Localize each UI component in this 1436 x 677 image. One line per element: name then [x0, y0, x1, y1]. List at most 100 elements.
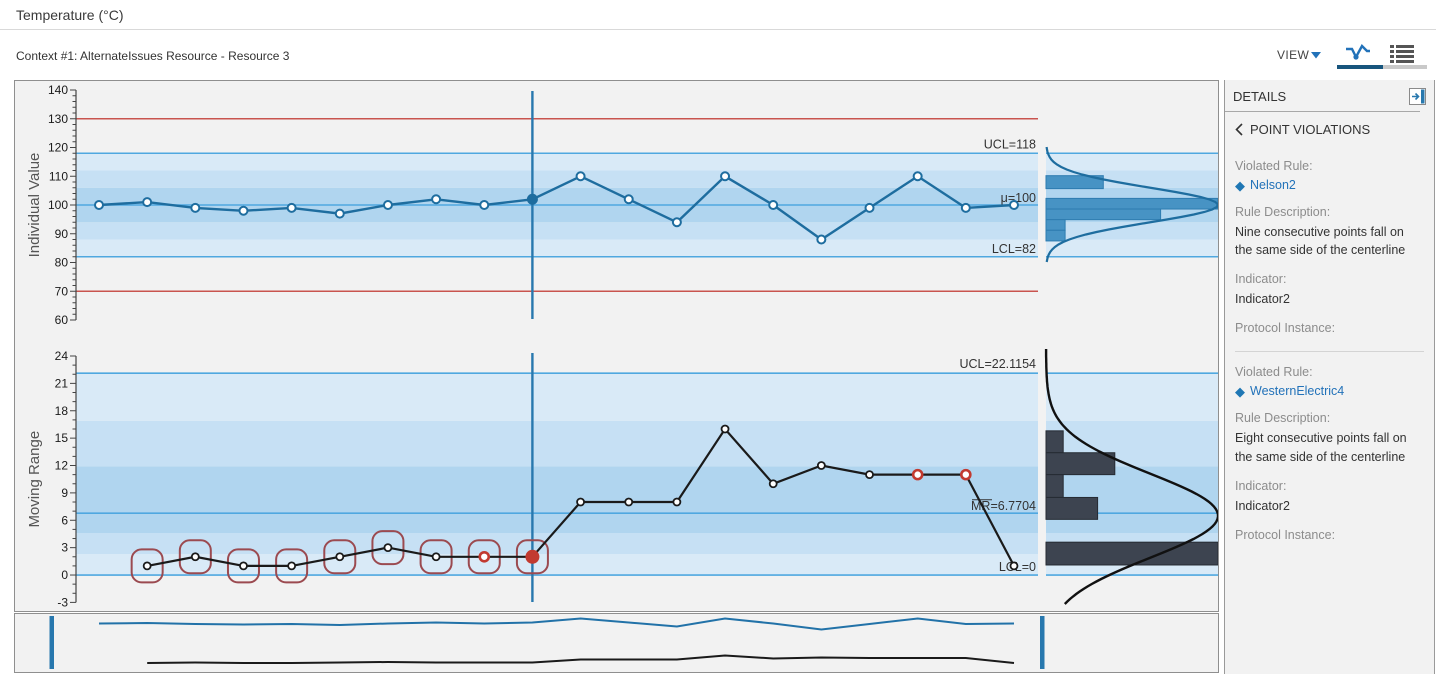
data-point[interactable]: [286, 202, 297, 213]
data-point[interactable]: [1008, 200, 1019, 210]
data-point[interactable]: [190, 202, 201, 213]
data-point[interactable]: [576, 497, 585, 507]
rule-description: Nine consecutive points fall on the same…: [1235, 225, 1406, 258]
data-point[interactable]: [960, 202, 971, 213]
active-view-underline: [1337, 65, 1383, 69]
rule-description-label: Rule Description:: [1235, 411, 1331, 426]
data-point[interactable]: [335, 552, 345, 562]
data-point[interactable]: [479, 200, 490, 210]
data-point[interactable]: [478, 550, 491, 563]
details-divider: [1225, 111, 1420, 112]
data-point[interactable]: [960, 468, 972, 481]
data-point[interactable]: [383, 543, 393, 553]
data-point[interactable]: [1009, 561, 1019, 571]
sigma-zone-band: [1046, 373, 1218, 421]
data-point[interactable]: [816, 461, 826, 470]
tick-label: 140: [48, 83, 68, 97]
data-point[interactable]: [720, 424, 730, 434]
rule-description-label: Rule Description:: [1235, 205, 1331, 219]
chart-view-button[interactable]: [1344, 42, 1372, 64]
sigma-zone-band: [76, 170, 1038, 188]
spc-chart-area[interactable]: UCL=118 μ=100 LCL=82 60 70 80 90 100 110 120 130 14…: [14, 80, 1220, 612]
data-point[interactable]: [768, 479, 778, 489]
histogram-bar: [1045, 208, 1162, 221]
data-point[interactable]: [768, 200, 779, 210]
sigma-zone-band: [76, 373, 1038, 421]
tick-label: 0: [61, 568, 68, 582]
navigator-svg[interactable]: [15, 614, 1218, 672]
sigma-zone-band: [76, 466, 1038, 534]
chart-navigator[interactable]: [14, 613, 1219, 673]
data-point[interactable]: [623, 194, 634, 205]
sigma-zone-band: [76, 153, 1038, 171]
sigma-zone-band: [76, 239, 1038, 257]
data-point[interactable]: [865, 470, 874, 480]
data-point[interactable]: [526, 193, 538, 205]
sigma-zone-band: [1046, 222, 1218, 240]
data-point[interactable]: [239, 561, 248, 571]
protocol-instance-label: Protocol Instance:: [1235, 321, 1336, 336]
data-point[interactable]: [864, 202, 875, 213]
ucl-label: UCL=118: [984, 137, 1036, 151]
violated-rule-label: Violated Rule:: [1235, 365, 1313, 380]
violation-box: [371, 530, 405, 566]
ucl-label: UCL=22.1154: [959, 357, 1036, 371]
tick-label: 80: [55, 256, 69, 270]
data-point[interactable]: [142, 197, 153, 208]
histogram-bar: [1045, 175, 1104, 190]
data-point[interactable]: [672, 497, 682, 507]
violation-card: Violated Rule: ◆ WesternElectric4 Rule D…: [1235, 365, 1424, 541]
histogram-bar: [1045, 229, 1066, 242]
data-point[interactable]: [94, 200, 104, 210]
nav-individuals-sparkline: [98, 617, 1015, 631]
nav-handle-left[interactable]: [49, 616, 55, 669]
data-point[interactable]: [525, 549, 540, 564]
control-chart-icon: [1346, 44, 1370, 60]
rule-link[interactable]: Nelson2: [1250, 178, 1296, 192]
histogram-bar: [1045, 541, 1219, 566]
y-axis-title: Moving Range: [26, 431, 43, 528]
tick-label: 9: [61, 486, 68, 500]
sigma-zone-band: [76, 533, 1038, 555]
data-line: [98, 174, 1015, 241]
chevron-down-icon[interactable]: [1311, 52, 1321, 59]
data-point[interactable]: [720, 171, 731, 182]
point-violations-title: POINT VIOLATIONS: [1250, 122, 1371, 137]
moving_range-chart: UCL=22.1154MR=6.7704LCL=0-30369121518212…: [26, 349, 1220, 609]
rule-link[interactable]: WesternElectric4: [1250, 384, 1345, 399]
data-point[interactable]: [382, 200, 393, 210]
data-point[interactable]: [575, 171, 586, 182]
violated-rule-label: Violated Rule:: [1235, 159, 1313, 173]
data-point[interactable]: [431, 194, 442, 205]
histogram-bar: [1045, 219, 1066, 231]
details-content: POINT VIOLATIONS Violated Rule: ◆ Nelson…: [1225, 112, 1434, 542]
histogram-bar: [1045, 496, 1099, 520]
distribution-curve: [1045, 146, 1220, 263]
point-violations-header[interactable]: POINT VIOLATIONS: [1235, 122, 1424, 137]
data-point[interactable]: [912, 171, 923, 182]
data-point[interactable]: [816, 234, 827, 245]
nav-handle-right[interactable]: [1040, 616, 1045, 669]
data-point[interactable]: [334, 208, 345, 219]
data-point[interactable]: [287, 561, 297, 571]
control-charts-svg[interactable]: UCL=118μ=100LCL=826070809010011012013014…: [15, 81, 1220, 611]
list-view-button[interactable]: [1390, 44, 1414, 64]
tick-label: 6: [61, 513, 68, 527]
tick-label: 60: [55, 313, 69, 327]
individuals-chart: UCL=118 μ=100 LCL=82 60 70 80 90 100 110 120 130 14…: [26, 83, 1220, 327]
data-point[interactable]: [671, 217, 682, 228]
data-point[interactable]: [624, 497, 634, 507]
data-point[interactable]: [431, 552, 441, 562]
indicator-value: Indicator2: [1235, 292, 1290, 307]
violation-box: [323, 539, 357, 575]
details-header: DETAILS: [1225, 80, 1434, 111]
sigma-zone-band: [1046, 239, 1218, 257]
data-point[interactable]: [238, 205, 249, 216]
data-point[interactable]: [190, 552, 200, 562]
tick-label: 70: [55, 284, 69, 298]
collapse-panel-right-icon[interactable]: [1409, 88, 1426, 105]
centerline-label: MR=6.7704: [971, 499, 1036, 513]
data-point[interactable]: [911, 468, 924, 481]
data-point[interactable]: [142, 561, 152, 571]
view-dropdown[interactable]: VIEW: [1277, 48, 1310, 62]
